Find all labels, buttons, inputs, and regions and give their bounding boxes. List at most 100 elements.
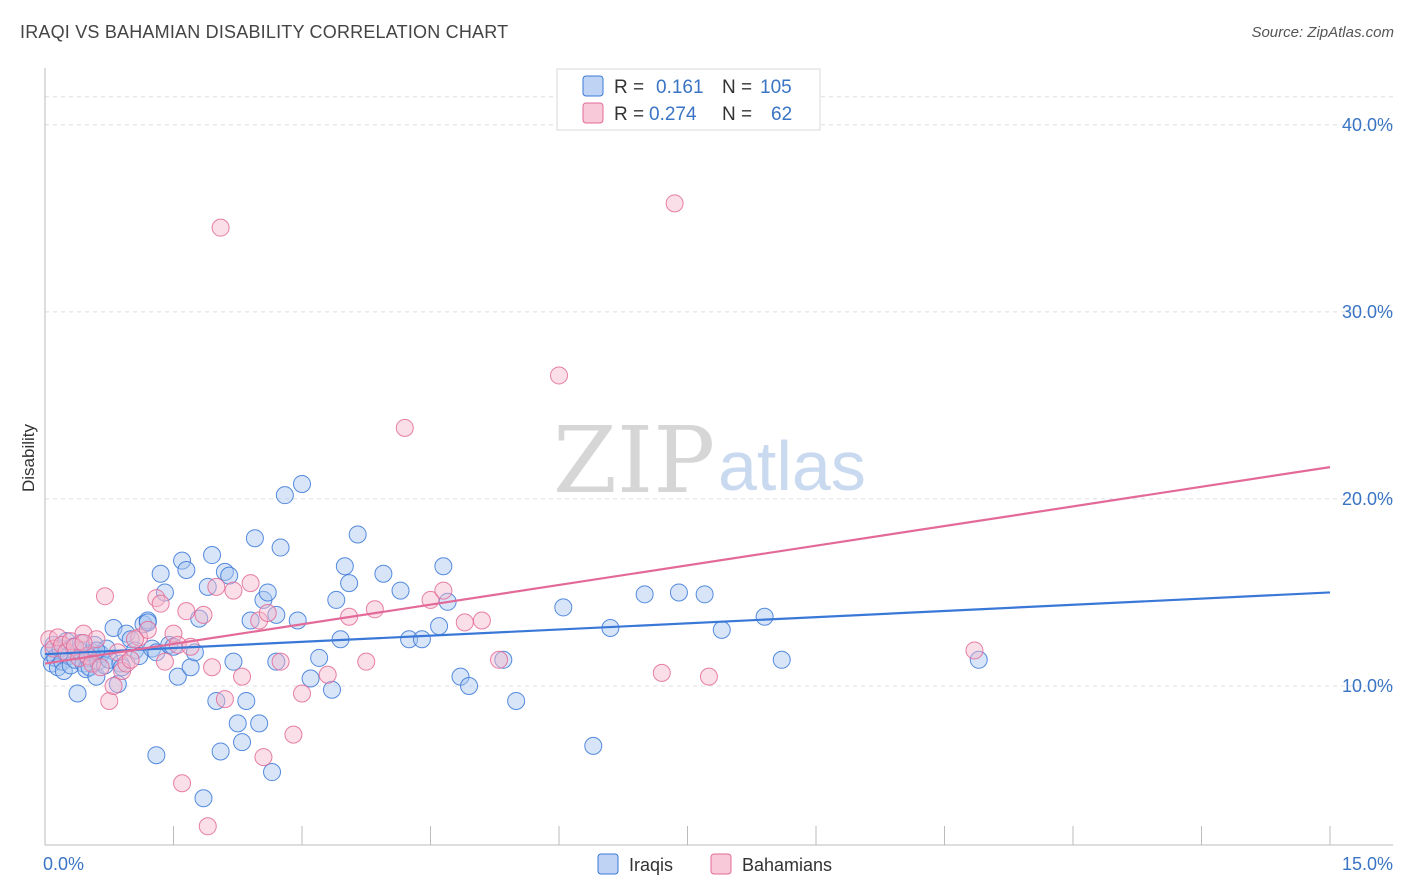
point-bahamians-53 bbox=[472, 611, 491, 630]
point-bahamians-15 bbox=[104, 676, 123, 695]
point-iraqis-104 bbox=[267, 652, 286, 671]
point-iraqis-70 bbox=[293, 474, 311, 493]
point-iraqis-84 bbox=[434, 557, 453, 576]
point-bahamians-52 bbox=[455, 613, 474, 632]
point-iraqis-58 bbox=[233, 733, 252, 752]
point-bahamians-47 bbox=[357, 652, 376, 671]
point-bahamians-25 bbox=[164, 624, 183, 643]
point-bahamians-24 bbox=[155, 652, 174, 671]
point-bahamians-35 bbox=[215, 690, 234, 709]
point-iraqis-71 bbox=[301, 669, 320, 688]
y-tick-label-1: 20.0% bbox=[1342, 489, 1393, 509]
point-iraqis-74 bbox=[327, 590, 346, 609]
point-iraqis-90 bbox=[554, 598, 573, 617]
legend-n-value-1: 105 bbox=[760, 77, 792, 98]
point-iraqis-72 bbox=[310, 648, 329, 667]
chart-source: Source: ZipAtlas.com bbox=[1251, 24, 1394, 41]
trend-line-iraqis bbox=[44, 591, 1331, 656]
bottom-legend-bahamians: Bahamians bbox=[742, 855, 832, 875]
bottom-legend-swatch-iraqis bbox=[597, 853, 619, 875]
point-bahamians-6 bbox=[65, 637, 84, 656]
point-bahamians-60 bbox=[74, 633, 93, 652]
bottom-legend-swatch-bahamians bbox=[710, 853, 732, 875]
point-bahamians-30 bbox=[194, 605, 213, 624]
series-bahamians-points bbox=[40, 194, 984, 836]
point-iraqis-97 bbox=[755, 607, 774, 626]
point-iraqis-56 bbox=[224, 652, 243, 671]
point-bahamians-37 bbox=[233, 667, 252, 686]
point-bahamians-27 bbox=[173, 774, 192, 793]
bottom-legend: Iraqis Bahamians bbox=[597, 853, 832, 875]
legend-r-value-1: 0.161 bbox=[656, 77, 704, 98]
chart-title: IRAQI VS BAHAMIAN DISABILITY CORRELATION… bbox=[20, 22, 509, 42]
point-bahamians-45 bbox=[318, 665, 337, 684]
point-bahamians-28 bbox=[177, 602, 196, 621]
point-iraqis-62 bbox=[250, 714, 269, 733]
point-iraqis-94 bbox=[669, 583, 688, 602]
grid-lines bbox=[45, 96, 1395, 687]
point-bahamians-12 bbox=[91, 658, 110, 677]
point-bahamians-61 bbox=[125, 630, 144, 649]
point-iraqis-68 bbox=[275, 486, 294, 505]
point-iraqis-80 bbox=[391, 581, 410, 600]
point-iraqis-13 bbox=[68, 684, 87, 703]
point-bahamians-36 bbox=[224, 581, 243, 600]
point-bahamians-43 bbox=[284, 725, 303, 744]
point-iraqis-96 bbox=[712, 620, 731, 639]
point-iraqis-93 bbox=[635, 585, 654, 604]
point-bahamians-42 bbox=[271, 652, 290, 671]
point-bahamians-38 bbox=[241, 574, 260, 593]
point-iraqis-67 bbox=[271, 538, 290, 557]
point-iraqis-40 bbox=[151, 564, 170, 583]
x-tick-labels: 0.0% 15.0% bbox=[43, 854, 1393, 874]
point-iraqis-87 bbox=[460, 676, 479, 695]
point-bahamians-13 bbox=[95, 587, 114, 606]
point-iraqis-65 bbox=[263, 763, 282, 782]
top-legend: R = 0.161 N = 105 R = 0.274 N = 62 bbox=[556, 68, 821, 131]
point-bahamians-55 bbox=[550, 366, 568, 385]
point-bahamians-19 bbox=[121, 650, 140, 669]
point-iraqis-77 bbox=[340, 574, 359, 593]
point-iraqis-51 bbox=[203, 546, 222, 565]
legend-r-value-2: 0.274 bbox=[649, 104, 697, 125]
watermark-zip: ZIP bbox=[553, 407, 715, 514]
point-iraqis-45 bbox=[173, 551, 192, 570]
point-iraqis-59 bbox=[237, 691, 256, 710]
y-tick-label-0: 10.0% bbox=[1342, 676, 1393, 696]
point-bahamians-33 bbox=[207, 577, 226, 596]
point-iraqis-100 bbox=[147, 746, 166, 765]
x-tick-label-1: 15.0% bbox=[1342, 854, 1393, 874]
point-iraqis-102 bbox=[138, 613, 157, 632]
point-iraqis-88 bbox=[494, 650, 513, 669]
point-bahamians-44 bbox=[293, 684, 311, 703]
point-bahamians-23 bbox=[151, 594, 170, 613]
point-bahamians-54 bbox=[490, 650, 509, 669]
y-tick-labels: 10.0% 20.0% 30.0% 40.0% bbox=[1342, 115, 1393, 696]
axes bbox=[44, 68, 1393, 846]
point-iraqis-41 bbox=[155, 583, 174, 602]
point-iraqis-82 bbox=[412, 630, 431, 649]
point-bahamians-58 bbox=[699, 667, 718, 686]
legend-r-label-1: R = bbox=[614, 77, 644, 98]
bottom-legend-iraqis: Iraqis bbox=[629, 855, 673, 875]
point-iraqis-98 bbox=[772, 650, 791, 669]
trend-lines bbox=[44, 466, 1331, 665]
point-bahamians-14 bbox=[100, 691, 119, 710]
watermark: ZIP atlas bbox=[553, 407, 866, 514]
x-tick-label-0: 0.0% bbox=[43, 854, 84, 874]
legend-swatch-iraqis bbox=[582, 75, 604, 97]
point-iraqis-95 bbox=[695, 585, 714, 604]
point-iraqis-55 bbox=[220, 566, 239, 585]
point-iraqis-78 bbox=[348, 525, 367, 544]
trend-line-bahamians bbox=[44, 466, 1331, 665]
point-iraqis-79 bbox=[374, 564, 393, 583]
point-iraqis-44 bbox=[168, 667, 187, 686]
point-bahamians-51 bbox=[434, 581, 453, 600]
legend-swatch-bahamians bbox=[582, 102, 604, 124]
point-iraqis-47 bbox=[181, 658, 200, 677]
y-tick-label-2: 30.0% bbox=[1342, 302, 1393, 322]
legend-n-value-2: 62 bbox=[771, 104, 792, 125]
point-bahamians-34 bbox=[211, 218, 230, 237]
point-bahamians-57 bbox=[665, 194, 684, 213]
